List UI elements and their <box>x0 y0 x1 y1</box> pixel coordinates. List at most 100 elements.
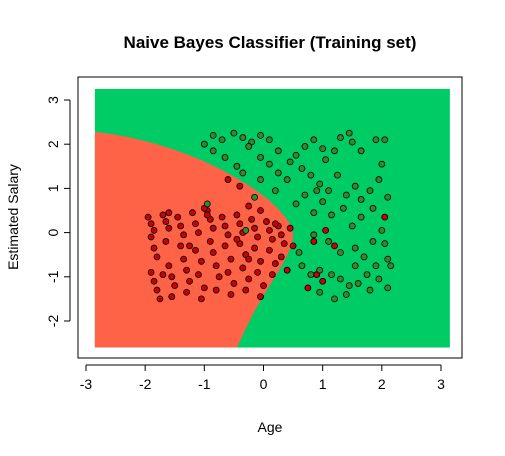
data-point-class-0 <box>183 266 190 274</box>
data-point-class-1 <box>337 249 344 256</box>
x-tick-label: 0 <box>260 376 268 392</box>
x-axis: -3 -2 -1 0 1 2 3 <box>80 364 445 392</box>
data-point-class-1 <box>357 196 365 203</box>
data-point-class-0 <box>251 224 259 232</box>
data-point-class-1 <box>322 156 330 164</box>
data-point-class-0 <box>153 286 161 294</box>
data-point-class-0 <box>215 273 223 281</box>
data-point-class-1 <box>334 171 341 179</box>
data-point-class-0 <box>257 257 264 265</box>
data-point-class-1 <box>378 226 386 234</box>
data-point-class-0 <box>230 280 238 287</box>
data-point-class-0 <box>277 253 285 261</box>
data-point-class-0 <box>331 242 338 250</box>
x-tick-label: 1 <box>319 376 327 392</box>
x-tick-label: 2 <box>378 376 386 392</box>
data-point-class-1 <box>266 136 273 144</box>
data-point-class-1 <box>354 280 362 287</box>
data-point-class-0 <box>233 211 241 219</box>
data-point-class-1 <box>342 191 350 199</box>
data-point-class-0 <box>260 282 267 290</box>
data-point-class-1 <box>384 255 392 263</box>
y-tick-label: 2 <box>45 140 61 148</box>
data-point-class-0 <box>221 242 229 250</box>
data-point-class-1 <box>221 154 229 161</box>
data-point-class-1 <box>381 240 389 248</box>
data-point-class-1 <box>342 291 350 298</box>
data-point-class-0 <box>271 220 279 228</box>
data-point-class-1 <box>319 198 327 206</box>
data-point-class-1 <box>331 295 338 303</box>
x-tick-label: -2 <box>139 376 152 392</box>
data-point-class-0 <box>159 271 167 278</box>
data-point-class-0 <box>147 233 155 241</box>
data-point-class-0 <box>197 295 205 303</box>
data-point-class-1 <box>251 193 259 201</box>
data-point-class-0 <box>224 268 232 276</box>
data-point-class-1 <box>295 249 303 256</box>
data-point-class-1 <box>384 193 392 201</box>
data-point-class-1 <box>381 136 389 144</box>
data-point-class-0 <box>189 209 196 217</box>
data-point-class-1 <box>307 271 315 278</box>
y-tick-label: -1 <box>45 270 61 283</box>
data-point-class-0 <box>319 277 327 285</box>
data-point-class-0 <box>147 220 155 228</box>
data-point-class-0 <box>195 271 202 278</box>
data-point-class-0 <box>245 202 253 210</box>
data-point-class-1 <box>283 176 291 183</box>
data-point-class-0 <box>242 286 250 294</box>
data-point-class-0 <box>165 209 173 217</box>
data-point-class-1 <box>301 191 309 199</box>
data-point-class-1 <box>209 147 217 155</box>
data-point-class-0 <box>322 226 330 234</box>
y-tick-label: -2 <box>45 315 61 328</box>
data-point-class-1 <box>266 160 273 168</box>
data-point-class-1 <box>325 187 332 195</box>
data-point-class-0 <box>227 291 235 298</box>
data-point-class-0 <box>239 264 247 272</box>
data-point-class-1 <box>351 182 359 190</box>
y-axis-label: Estimated Salary <box>5 164 21 270</box>
data-point-class-1 <box>286 158 294 166</box>
data-point-class-0 <box>245 275 253 283</box>
data-point-class-1 <box>366 187 374 195</box>
data-point-class-0 <box>248 215 256 223</box>
data-point-class-0 <box>144 213 152 221</box>
data-point-class-0 <box>150 226 158 234</box>
data-point-class-0 <box>236 220 244 228</box>
data-point-class-0 <box>236 182 244 190</box>
data-point-class-0 <box>180 231 188 239</box>
data-point-class-0 <box>162 218 170 225</box>
data-point-class-0 <box>251 244 259 252</box>
data-point-class-1 <box>325 238 332 245</box>
data-point-class-0 <box>381 213 389 221</box>
data-point-class-1 <box>274 147 282 155</box>
data-point-class-1 <box>271 187 279 195</box>
data-point-class-1 <box>360 253 368 261</box>
data-point-class-0 <box>289 242 297 250</box>
data-point-class-0 <box>280 240 288 248</box>
data-point-class-0 <box>177 222 185 230</box>
y-tick-label: 0 <box>45 228 61 236</box>
data-point-class-1 <box>357 213 365 221</box>
data-point-class-0 <box>224 231 232 239</box>
data-point-class-1 <box>257 131 264 139</box>
data-point-class-0 <box>174 213 182 221</box>
x-axis-label: Age <box>258 419 283 435</box>
chart-title: Naive Bayes Classifier (Training set) <box>124 33 417 52</box>
data-point-class-0 <box>192 220 199 228</box>
y-axis: -2 -1 0 1 2 3 <box>45 96 71 328</box>
data-point-class-0 <box>212 262 220 270</box>
data-point-class-0 <box>257 207 264 214</box>
data-point-class-0 <box>277 231 285 239</box>
data-point-class-1 <box>351 262 359 270</box>
data-point-class-1 <box>274 169 282 177</box>
data-point-class-1 <box>369 204 377 212</box>
data-point-class-0 <box>150 277 158 285</box>
data-point-class-0 <box>266 246 273 254</box>
data-point-class-0 <box>268 271 276 278</box>
data-point-class-1 <box>239 169 247 177</box>
data-point-class-1 <box>345 282 353 290</box>
